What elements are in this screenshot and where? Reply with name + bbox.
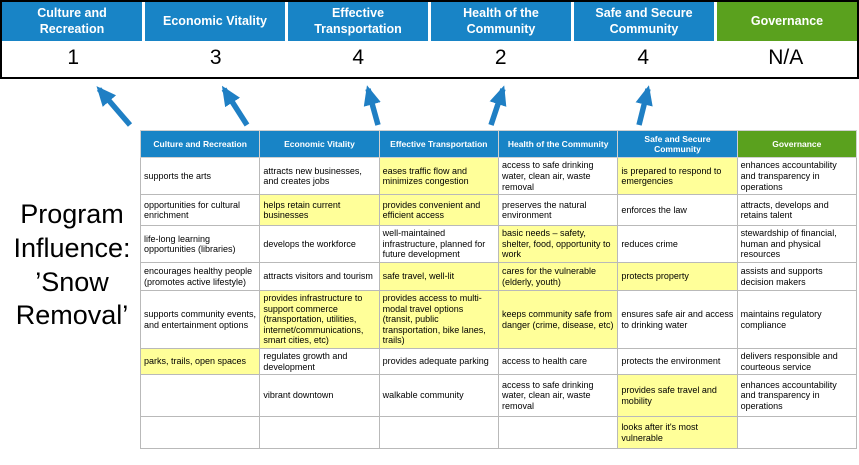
table-cell: assists and supports decision makers	[736, 262, 858, 292]
table-cell: is prepared to respond to emergencies	[617, 157, 738, 196]
table-cell: attracts, develops and retains talent	[736, 194, 858, 227]
table-cell: provides convenient and efficient access	[378, 194, 499, 227]
score-value-culture-and-recreation: 1	[67, 46, 80, 70]
table-cell: walkable community	[378, 374, 499, 418]
table-cell: ensures safe air and access to drinking …	[617, 290, 738, 350]
score-band: Culture and Recreation Economic Vitality E…	[0, 0, 859, 80]
category-box-governance: Governance	[717, 2, 857, 42]
column-header-safe-and-secure-community: Safe and Secure Community	[617, 129, 738, 159]
table-cell	[736, 416, 858, 450]
table-cell: provides infrastructure to support comme…	[259, 290, 380, 350]
table-cell: enhances accountability and transparency…	[736, 374, 858, 418]
table-row: opportunities for cultural enrichment hel…	[139, 194, 858, 227]
table-cell: supports community events, and entertain…	[139, 290, 261, 350]
table-cell: provides adequate parking	[378, 348, 499, 376]
table-cell: provides safe travel and mobility	[617, 374, 738, 418]
table-cell	[378, 416, 499, 450]
column-header-effective-transportation: Effective Transportation	[378, 129, 499, 159]
table-cell: looks after it's most vulnerable	[617, 416, 738, 450]
table-cell: keeps community safe from danger (crime,…	[497, 290, 619, 350]
table-cell: protects the environment	[617, 348, 738, 376]
category-box-health-of-the-community: Health of the Community	[431, 2, 571, 42]
table-cell: basic needs – safety, shelter, food, opp…	[497, 225, 619, 264]
table-row: life-long learning opportunities (librar…	[139, 225, 858, 264]
column-header-health-of-the-community: Health of the Community	[497, 129, 619, 159]
up-arrow-icon	[96, 86, 133, 127]
table-row: vibrant downtown walkable community access…	[139, 374, 858, 418]
table-row: parks, trails, open spaces regulates grow…	[139, 348, 858, 376]
table-cell	[139, 374, 261, 418]
table-cell: access to safe drinking water, clean air…	[497, 374, 619, 418]
category-box-economic-vitality: Economic Vitality	[145, 2, 285, 42]
scoreband-score-row: 1 3 4 2 4 N/A	[2, 41, 857, 77]
matrix-body: supports the arts attracts new businesses…	[139, 157, 858, 450]
category-box-culture-and-recreation: Culture and Recreation	[2, 2, 142, 42]
table-cell: encourages healthy people (promotes acti…	[139, 262, 261, 292]
table-row: looks after it's most vulnerable	[139, 416, 858, 450]
up-arrow-icon	[635, 85, 653, 126]
table-cell: develops the workforce	[259, 225, 380, 264]
table-cell: preserves the natural environment	[497, 194, 619, 227]
table-cell	[259, 416, 380, 450]
scoreband-category-row: Culture and Recreation Economic Vitality E…	[2, 2, 857, 42]
table-cell: attracts new businesses, and creates job…	[259, 157, 380, 196]
page-title: Program Influence: ’Snow Removal’	[13, 199, 131, 331]
table-cell: access to safe drinking water, clean air…	[497, 157, 619, 196]
table-cell: provides access to multi-modal travel op…	[378, 290, 499, 350]
table-cell: enhances accountability and transparency…	[736, 157, 858, 196]
up-arrow-icon	[488, 85, 507, 126]
category-box-safe-and-secure-community: Safe and Secure Community	[574, 2, 714, 42]
table-cell: cares for the vulnerable (elderly, youth…	[497, 262, 619, 292]
table-cell: vibrant downtown	[259, 374, 380, 418]
up-arrow-icon	[363, 85, 381, 126]
table-cell: stewardship of financial, human and phys…	[736, 225, 858, 264]
table-cell: life-long learning opportunities (librar…	[139, 225, 261, 264]
score-value-safe-and-secure-community: 4	[637, 46, 650, 70]
table-cell: parks, trails, open spaces	[139, 348, 261, 376]
category-box-effective-transportation: Effective Transportation	[288, 2, 428, 42]
table-cell: enforces the law	[617, 194, 738, 227]
score-value-health-of-the-community: 2	[494, 46, 507, 70]
score-value-effective-transportation: 4	[352, 46, 365, 70]
table-row: encourages healthy people (promotes acti…	[139, 262, 858, 292]
table-cell: protects property	[617, 262, 738, 292]
score-value-economic-vitality: 3	[209, 46, 222, 70]
table-cell: access to health care	[497, 348, 619, 376]
up-arrow-icon	[221, 85, 250, 127]
column-header-governance: Governance	[736, 129, 858, 159]
table-cell: well-maintained infrastructure, planned …	[378, 225, 499, 264]
influence-matrix-table: Culture and Recreation Economic Vitality E…	[139, 129, 858, 450]
table-cell: safe travel, well-lit	[378, 262, 499, 292]
score-value-governance: N/A	[768, 46, 804, 70]
matrix-header-row: Culture and Recreation Economic Vitality E…	[139, 129, 858, 159]
table-row: supports community events, and entertain…	[139, 290, 858, 350]
table-cell: opportunities for cultural enrichment	[139, 194, 261, 227]
table-cell: eases traffic flow and minimizes congest…	[378, 157, 499, 196]
table-cell: delivers responsible and courteous servi…	[736, 348, 858, 376]
table-row: supports the arts attracts new businesses…	[139, 157, 858, 196]
column-header-culture-and-recreation: Culture and Recreation	[139, 129, 261, 159]
table-cell: attracts visitors and tourism	[259, 262, 380, 292]
table-cell: supports the arts	[139, 157, 261, 196]
table-cell	[497, 416, 619, 450]
table-cell: regulates growth and development	[259, 348, 380, 376]
table-cell: helps retain current businesses	[259, 194, 380, 227]
table-cell	[139, 416, 261, 450]
table-cell: maintains regulatory compliance	[736, 290, 858, 350]
arrows-graphic	[96, 85, 653, 127]
table-cell: reduces crime	[617, 225, 738, 264]
column-header-economic-vitality: Economic Vitality	[259, 129, 380, 159]
